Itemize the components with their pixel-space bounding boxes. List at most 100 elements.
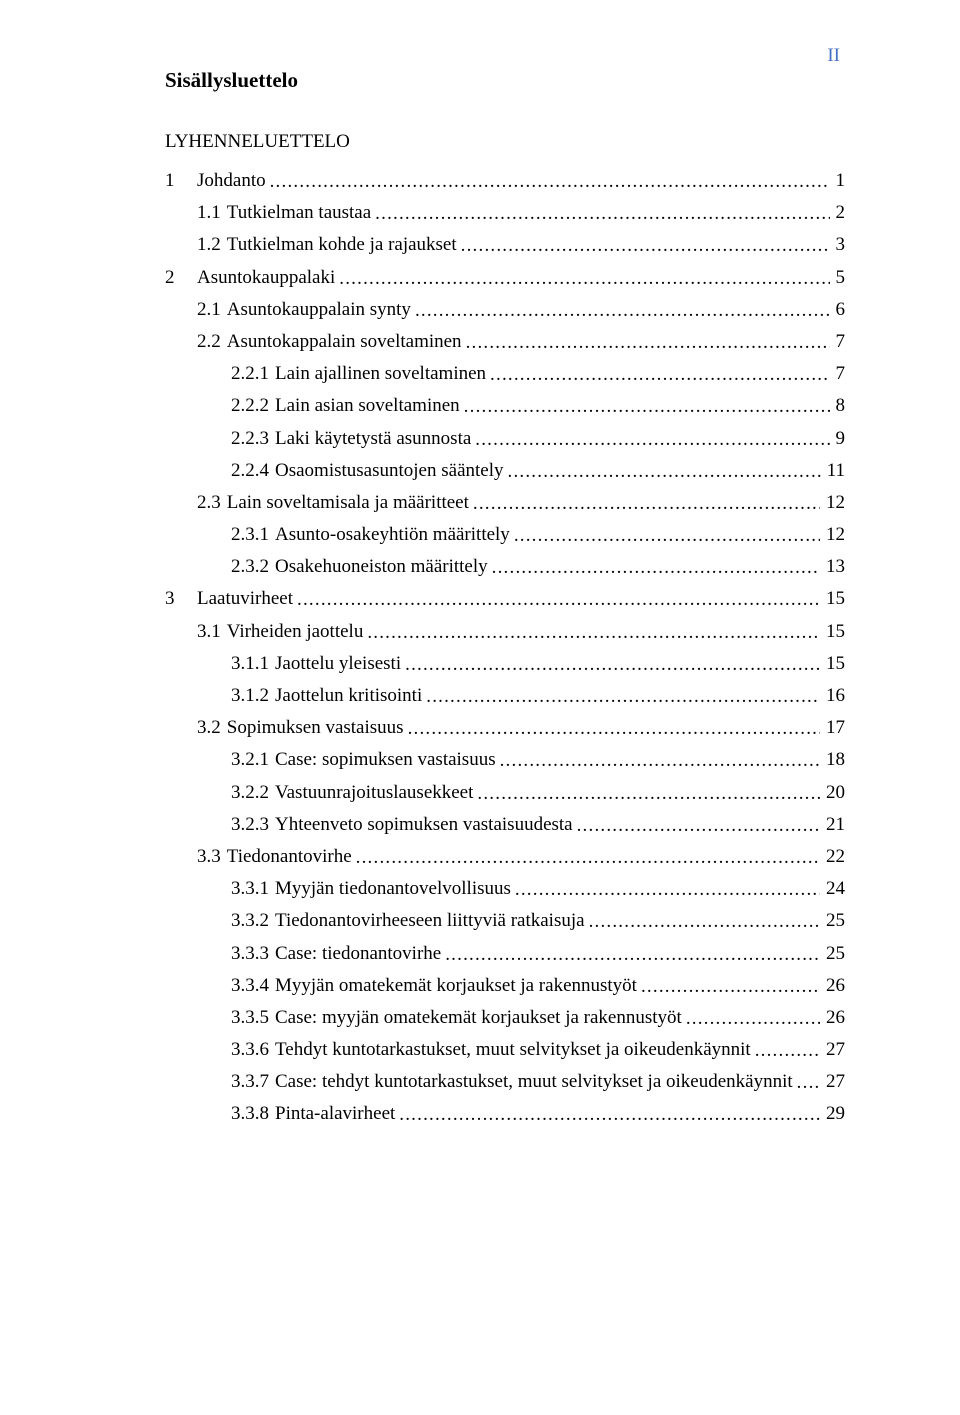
- toc-entry[interactable]: 2.2.2Lain asian soveltaminen8: [165, 396, 845, 415]
- toc-entry-page: 27: [820, 1040, 845, 1059]
- toc-entry[interactable]: 2.2.3Laki käytetystä asunnosta9: [165, 429, 845, 448]
- toc-entry-number: 2.2: [197, 332, 227, 351]
- page-container: Sisällysluettelo LYHENNELUETTELO 1Johdan…: [0, 0, 960, 1197]
- toc-entry[interactable]: 3.3.1Myyjän tiedonantovelvollisuus24: [165, 879, 845, 898]
- table-of-contents: 1Johdanto11.1Tutkielman taustaa21.2Tutki…: [165, 171, 845, 1123]
- toc-leader-dots: [297, 590, 820, 609]
- toc-leader-dots: [490, 365, 829, 384]
- toc-leader-dots: [415, 301, 830, 320]
- toc-entry-number: 3.3.8: [231, 1104, 275, 1123]
- toc-entry-number: 3.3.6: [231, 1040, 275, 1059]
- toc-entry-page: 25: [820, 911, 845, 930]
- toc-entry-number: 3.3: [197, 847, 227, 866]
- toc-entry-title: Myyjän tiedonantovelvollisuus: [275, 879, 515, 898]
- toc-entry[interactable]: 3.3Tiedonantovirhe 22: [165, 847, 845, 866]
- toc-entry-page: 20: [820, 783, 845, 802]
- toc-entry[interactable]: 3.2.3Yhteenveto sopimuksen vastaisuudest…: [165, 815, 845, 834]
- toc-entry-page: 22: [820, 847, 845, 866]
- toc-entry[interactable]: 3.2Sopimuksen vastaisuus17: [165, 718, 845, 737]
- toc-entry-page: 21: [820, 815, 845, 834]
- toc-entry[interactable]: 2.1Asuntokauppalain synty6: [165, 300, 845, 319]
- toc-entry-page: 5: [830, 268, 846, 287]
- toc-entry-page: 7: [830, 332, 846, 351]
- toc-entry-number: 3.2.3: [231, 815, 275, 834]
- toc-entry-number: 2.2.1: [231, 364, 275, 383]
- toc-entry-page: 2: [830, 203, 846, 222]
- toc-entry[interactable]: 3.2.2Vastuunrajoituslausekkeet20: [165, 783, 845, 802]
- toc-entry-page: 16: [820, 686, 845, 705]
- toc-heading: Sisällysluettelo: [165, 68, 845, 93]
- toc-entry-number: 2.3.2: [231, 557, 275, 576]
- toc-entry[interactable]: 2.2.4Osaomistusasuntojen sääntely11: [165, 461, 845, 480]
- toc-entry-number: 3.2.1: [231, 750, 275, 769]
- toc-entry[interactable]: 3.3.6Tehdyt kuntotarkastukset, muut selv…: [165, 1040, 845, 1059]
- toc-entry-page: 12: [820, 525, 845, 544]
- toc-entry[interactable]: 3.2.1Case: sopimuksen vastaisuus18: [165, 750, 845, 769]
- toc-entry-title: Asuntokappalain soveltaminen: [227, 332, 466, 351]
- toc-leader-dots: [797, 1073, 820, 1092]
- toc-leader-dots: [399, 1105, 820, 1124]
- toc-leader-dots: [514, 526, 820, 545]
- toc-entry-page: 15: [820, 622, 845, 641]
- toc-entry[interactable]: 3.3.5Case: myyjän omatekemät korjaukset …: [165, 1008, 845, 1027]
- toc-entry-page: 25: [820, 944, 845, 963]
- toc-entry[interactable]: 3.1Virheiden jaottelu15: [165, 622, 845, 641]
- toc-entry-number: 3.1: [197, 622, 227, 641]
- toc-entry-page: 15: [820, 589, 845, 608]
- toc-entry[interactable]: 2Asuntokauppalaki5: [165, 268, 845, 287]
- toc-entry-number: 2.3.1: [231, 525, 275, 544]
- toc-entry-title: Osakehuoneiston määrittely: [275, 557, 492, 576]
- toc-entry-title: Case: myyjän omatekemät korjaukset ja ra…: [275, 1008, 686, 1027]
- toc-entry-title: Osaomistusasuntojen sääntely: [275, 461, 508, 480]
- toc-entry-title: Johdanto: [197, 171, 270, 190]
- toc-entry-title: Asuntokauppalain synty: [227, 300, 415, 319]
- toc-entry-title: Lain asian soveltaminen: [275, 396, 464, 415]
- toc-entry[interactable]: 1.2Tutkielman kohde ja rajaukset3: [165, 235, 845, 254]
- toc-entry-title: Tutkielman kohde ja rajaukset: [227, 235, 461, 254]
- toc-entry-number: 2: [165, 268, 197, 287]
- toc-entry-number: 3.3.5: [231, 1008, 275, 1027]
- toc-leader-dots: [461, 236, 830, 255]
- toc-entry-title: Yhteenveto sopimuksen vastaisuudesta: [275, 815, 577, 834]
- toc-entry[interactable]: 2.2Asuntokappalain soveltaminen 7: [165, 332, 845, 351]
- toc-entry-title: Vastuunrajoituslausekkeet: [275, 783, 477, 802]
- toc-entry[interactable]: 1Johdanto1: [165, 171, 845, 190]
- toc-entry-title: Sopimuksen vastaisuus: [227, 718, 408, 737]
- toc-entry-title: Lain ajallinen soveltaminen: [275, 364, 490, 383]
- toc-entry-title: Asunto-osakeyhtiön määrittely: [275, 525, 514, 544]
- toc-entry[interactable]: 3.3.4Myyjän omatekemät korjaukset ja rak…: [165, 976, 845, 995]
- toc-entry[interactable]: 3.3.8Pinta-alavirheet29: [165, 1104, 845, 1123]
- toc-entry[interactable]: 1.1Tutkielman taustaa2: [165, 203, 845, 222]
- toc-entry[interactable]: 3Laatuvirheet15: [165, 589, 845, 608]
- toc-entry-page: 3: [830, 235, 846, 254]
- toc-entry-number: 3.2: [197, 718, 227, 737]
- toc-entry-page: 6: [830, 300, 846, 319]
- toc-entry-title: Laatuvirheet: [197, 589, 297, 608]
- toc-entry-page: 26: [820, 1008, 845, 1027]
- toc-entry[interactable]: 3.1.1Jaottelu yleisesti15: [165, 654, 845, 673]
- toc-entry-number: 1: [165, 171, 197, 190]
- toc-leader-dots: [445, 945, 820, 964]
- toc-entry[interactable]: 2.3.2Osakehuoneiston määrittely13: [165, 557, 845, 576]
- toc-leader-dots: [405, 655, 820, 674]
- toc-entry-page: 11: [821, 461, 845, 480]
- toc-entry[interactable]: 3.3.3Case: tiedonantovirhe25: [165, 944, 845, 963]
- toc-leader-dots: [500, 751, 820, 770]
- toc-leader-dots: [339, 269, 829, 288]
- toc-entry-number: 1.1: [197, 203, 227, 222]
- toc-entry[interactable]: 2.2.1Lain ajallinen soveltaminen7: [165, 364, 845, 383]
- toc-leader-dots: [755, 1041, 820, 1060]
- toc-leader-dots: [375, 204, 829, 223]
- toc-leader-dots: [641, 977, 820, 996]
- toc-entry[interactable]: 3.1.2Jaottelun kritisointi16: [165, 686, 845, 705]
- toc-leader-dots: [466, 333, 830, 352]
- toc-entry-title: Tiedonantovirhe: [227, 847, 356, 866]
- toc-entry-title: Lain soveltamisala ja määritteet: [227, 493, 473, 512]
- toc-entry[interactable]: 3.3.7Case: tehdyt kuntotarkastukset, muu…: [165, 1072, 845, 1091]
- toc-entry[interactable]: 2.3.1Asunto-osakeyhtiön määrittely 12: [165, 525, 845, 544]
- toc-leader-dots: [477, 784, 820, 803]
- toc-entry[interactable]: 2.3Lain soveltamisala ja määritteet12: [165, 493, 845, 512]
- toc-entry[interactable]: 3.3.2Tiedonantovirheeseen liittyviä ratk…: [165, 911, 845, 930]
- toc-entry-number: 2.2.2: [231, 396, 275, 415]
- toc-entry-page: 26: [820, 976, 845, 995]
